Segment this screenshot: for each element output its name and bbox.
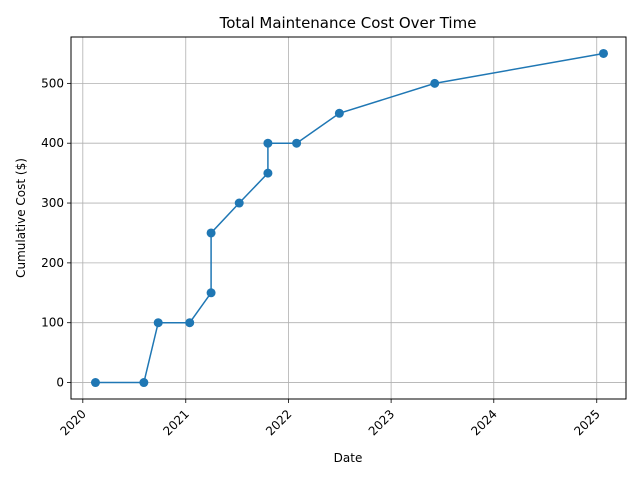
data-point (90, 378, 100, 388)
data-point (334, 108, 344, 118)
data-point (185, 318, 195, 328)
series-layer (90, 48, 608, 388)
data-point (292, 138, 302, 148)
data-point (598, 48, 608, 58)
y-tick-label: 0 (56, 376, 64, 390)
data-point (153, 318, 163, 328)
data-point (263, 138, 273, 148)
chart-title: Total Maintenance Cost Over Time (219, 14, 477, 32)
y-tick-label: 400 (41, 136, 64, 150)
y-tick-label: 200 (41, 256, 64, 270)
y-tick-label: 300 (41, 196, 64, 210)
x-axis-label: Date (334, 451, 363, 465)
data-point (430, 78, 440, 88)
plot-frame (70, 36, 627, 400)
grid (71, 37, 626, 399)
y-axis-label: Cumulative Cost ($) (14, 158, 28, 278)
data-point (206, 288, 216, 298)
y-axis-ticks: 0 100 200 300 400 500 (41, 76, 71, 390)
data-point (206, 228, 216, 238)
data-point (263, 168, 273, 178)
data-point (234, 198, 244, 208)
y-tick-label: 500 (41, 76, 64, 90)
y-tick-label: 100 (41, 316, 64, 330)
data-point (139, 378, 149, 388)
